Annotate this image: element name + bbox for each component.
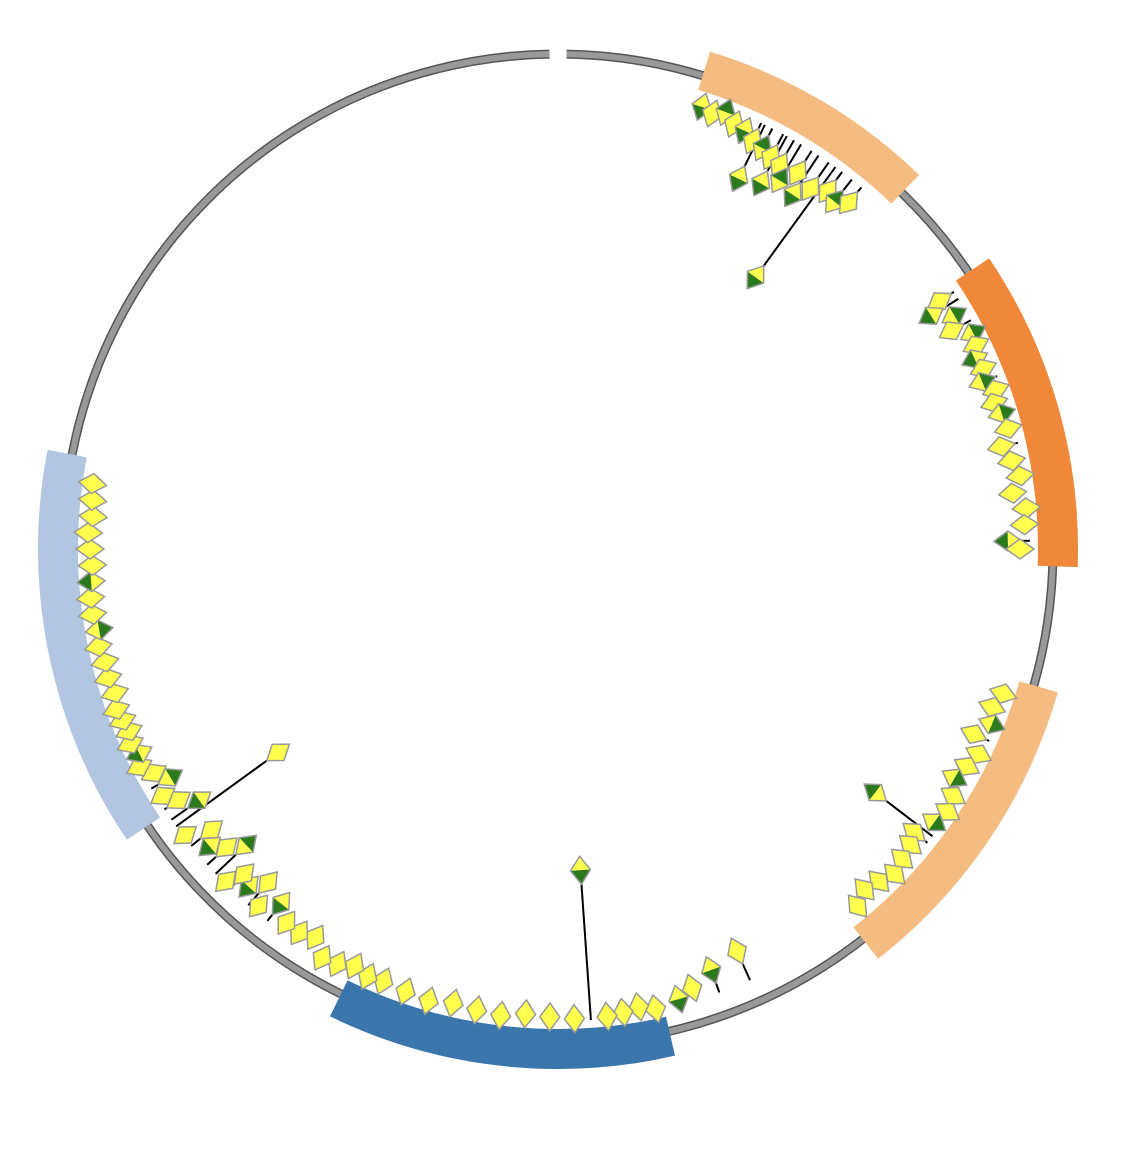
mutation-marker (172, 825, 198, 845)
mutation-marker (395, 977, 416, 1006)
mutation-marker (569, 854, 592, 886)
mutation-marker (918, 306, 945, 326)
mutation-marker (199, 820, 224, 840)
mutation-marker (1004, 538, 1036, 560)
mutation-marker (854, 878, 875, 901)
domain-4-arc (330, 980, 675, 1069)
domain-1-arc (698, 51, 920, 204)
domain-arcs (38, 51, 1078, 1069)
mutation-marker (596, 1001, 618, 1032)
mutation-stem (175, 751, 279, 828)
mutation-marker (248, 894, 269, 918)
mutation-marker (801, 176, 820, 202)
domain-2-arc (955, 258, 1078, 568)
mutation-marker (863, 783, 888, 802)
mutation-marker (271, 891, 291, 916)
mutation-marker (993, 417, 1023, 439)
mutation-marker (938, 321, 965, 341)
mutation-marker (1009, 513, 1040, 536)
mutation-marker (921, 813, 947, 832)
mutation-marker (465, 994, 488, 1025)
mutation-marker (847, 894, 868, 918)
mutation-marker (751, 170, 771, 197)
mutation-marker (442, 988, 464, 1018)
mutation-marker (77, 472, 108, 495)
mutation-marker (265, 743, 291, 762)
mutation-marker (233, 863, 255, 886)
mutation-marker (783, 181, 802, 208)
mutation-marker (312, 944, 332, 972)
mutation-marker (700, 955, 722, 985)
mutation-marker (926, 292, 953, 311)
domain-5-arc (38, 449, 161, 840)
mutation-marker (1005, 465, 1036, 487)
mutation-marker (149, 786, 176, 806)
mutation-marker (418, 986, 439, 1016)
mutation-marker (198, 836, 222, 857)
mutation-marker (681, 973, 703, 1003)
mutation-marker (770, 167, 789, 194)
mutation-marker (668, 984, 690, 1014)
mutation-marker (746, 264, 765, 290)
mutation-marker (728, 164, 749, 193)
mutation-marker (235, 834, 258, 856)
mutation-marker (257, 871, 279, 895)
mutation-marker (514, 998, 537, 1030)
mutation-stem (579, 870, 592, 1020)
mutation-marker (277, 910, 296, 936)
mutation-marker (824, 189, 844, 214)
mutation-marker (941, 768, 968, 788)
mutation-marker (186, 791, 212, 810)
mutation-marker (959, 724, 988, 745)
mutation-marker (489, 1000, 512, 1031)
domain-3-arc (853, 681, 1058, 959)
mutation-marker (997, 482, 1028, 505)
mutation-marker (727, 937, 747, 965)
mutation-markers (73, 92, 1042, 1034)
mutation-marker (214, 870, 237, 893)
mutation-marker (977, 714, 1007, 735)
mutation-stems (150, 122, 1030, 1020)
mutation-marker (538, 1001, 561, 1033)
mutation-marker (563, 1003, 586, 1034)
mutation-marker (788, 159, 807, 186)
mutation-marker (838, 190, 859, 215)
